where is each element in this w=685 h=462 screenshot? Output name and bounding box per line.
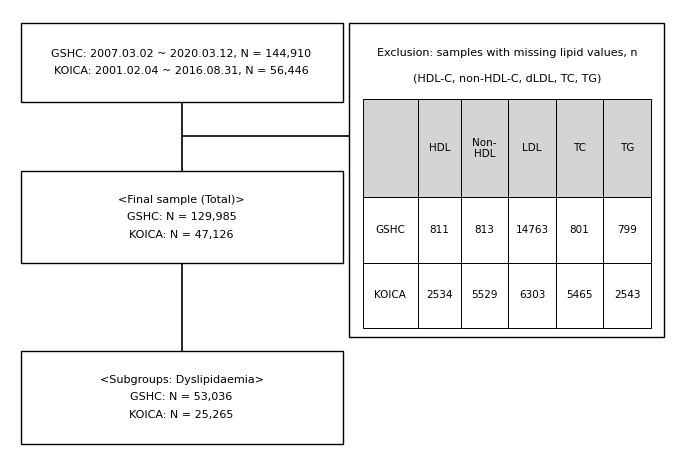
Text: 5465: 5465 <box>566 290 593 300</box>
FancyBboxPatch shape <box>418 263 461 328</box>
Text: GSHC: GSHC <box>375 225 406 235</box>
Text: HDL: HDL <box>429 143 450 153</box>
FancyBboxPatch shape <box>603 99 651 197</box>
FancyBboxPatch shape <box>556 263 603 328</box>
FancyBboxPatch shape <box>349 23 664 337</box>
Text: KOICA: KOICA <box>375 290 406 300</box>
Text: 2543: 2543 <box>614 290 640 300</box>
FancyBboxPatch shape <box>21 171 342 263</box>
FancyBboxPatch shape <box>461 99 508 197</box>
Text: GSHC: 2007.03.02 ~ 2020.03.12, N = 144,910: GSHC: 2007.03.02 ~ 2020.03.12, N = 144,9… <box>51 49 312 59</box>
FancyBboxPatch shape <box>363 197 418 263</box>
FancyBboxPatch shape <box>508 197 556 263</box>
Text: 799: 799 <box>617 225 637 235</box>
FancyBboxPatch shape <box>556 99 603 197</box>
Text: 811: 811 <box>429 225 449 235</box>
FancyBboxPatch shape <box>461 197 508 263</box>
Text: 14763: 14763 <box>516 225 549 235</box>
Text: Non-
HDL: Non- HDL <box>473 138 497 159</box>
FancyBboxPatch shape <box>508 263 556 328</box>
Text: <Final sample (Total)>: <Final sample (Total)> <box>119 195 245 205</box>
Text: TC: TC <box>573 143 586 153</box>
Text: GSHC: N = 129,985: GSHC: N = 129,985 <box>127 212 236 222</box>
FancyBboxPatch shape <box>363 263 418 328</box>
Text: 5529: 5529 <box>471 290 498 300</box>
Text: 2534: 2534 <box>426 290 453 300</box>
FancyBboxPatch shape <box>21 23 342 102</box>
Text: TG: TG <box>620 143 634 153</box>
FancyBboxPatch shape <box>603 197 651 263</box>
FancyBboxPatch shape <box>363 99 418 197</box>
FancyBboxPatch shape <box>603 263 651 328</box>
Text: <Subgroups: Dyslipidaemia>: <Subgroups: Dyslipidaemia> <box>99 375 264 385</box>
Text: KOICA: N = 25,265: KOICA: N = 25,265 <box>129 410 234 420</box>
FancyBboxPatch shape <box>461 263 508 328</box>
Text: KOICA: N = 47,126: KOICA: N = 47,126 <box>129 230 234 240</box>
Text: (HDL-C, non-HDL-C, dLDL, TC, TG): (HDL-C, non-HDL-C, dLDL, TC, TG) <box>412 73 601 84</box>
FancyBboxPatch shape <box>418 197 461 263</box>
Text: LDL: LDL <box>523 143 542 153</box>
Text: 801: 801 <box>570 225 589 235</box>
Text: 6303: 6303 <box>519 290 545 300</box>
FancyBboxPatch shape <box>508 99 556 197</box>
FancyBboxPatch shape <box>21 351 342 444</box>
Text: 813: 813 <box>475 225 495 235</box>
Text: Exclusion: samples with missing lipid values, n: Exclusion: samples with missing lipid va… <box>377 48 637 58</box>
FancyBboxPatch shape <box>556 197 603 263</box>
Text: GSHC: N = 53,036: GSHC: N = 53,036 <box>130 392 233 402</box>
Text: KOICA: 2001.02.04 ~ 2016.08.31, N = 56,446: KOICA: 2001.02.04 ~ 2016.08.31, N = 56,4… <box>54 66 309 76</box>
FancyBboxPatch shape <box>418 99 461 197</box>
